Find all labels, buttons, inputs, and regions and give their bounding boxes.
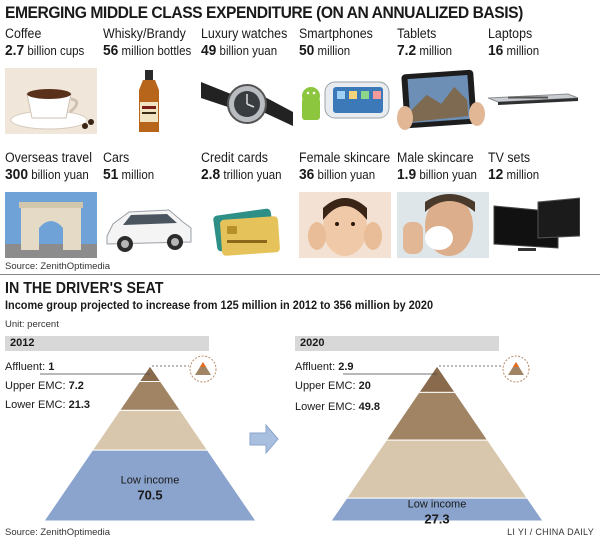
pyramid-segment-upper-emc — [118, 381, 182, 411]
coffee-cup-icon — [5, 68, 97, 134]
item-name: Whisky/Brandy — [103, 26, 186, 41]
subtitle: Income group projected to increase from … — [5, 300, 434, 312]
whisky-bottle-icon — [139, 70, 159, 132]
credit-card-icon — [213, 208, 280, 256]
low-income-label: Low income — [121, 475, 180, 487]
smartphone-icon — [302, 81, 390, 120]
item-amount: 2.8 trillion yuan — [201, 166, 282, 183]
item-name: TV sets — [488, 150, 531, 165]
item-overseas-travel: Overseas travel 300 billion yuan — [5, 150, 102, 272]
pyramid-segment-low-income — [43, 449, 257, 522]
badge-tip — [513, 362, 519, 367]
item-amount: 300 billion yuan — [5, 166, 89, 183]
watch-icon — [201, 82, 293, 126]
item-cars: Cars 51 million — [103, 150, 200, 272]
item-coffee: Coffee 2.7 billion cups — [5, 26, 102, 148]
right-arrow-icon — [249, 423, 279, 455]
item-amount: 7.2 million — [397, 42, 452, 59]
label-2020-affluent: Affluent: 2.9 — [295, 361, 354, 373]
item-laptops: Laptops 16 million — [488, 26, 585, 148]
item-name: Coffee — [5, 26, 42, 41]
laptop-icon — [488, 93, 579, 105]
female-face-icon — [299, 192, 391, 258]
item-smartphones: Smartphones 50 million — [299, 26, 396, 148]
item-name: Female skincare — [299, 150, 391, 165]
item-amount: 12 million — [488, 166, 540, 183]
label-2020-upper: Upper EMC: 20 — [295, 380, 371, 392]
label-2012-upper: Upper EMC: 7.2 — [5, 380, 84, 392]
credit: LI YI / CHINA DAILY — [507, 527, 594, 537]
item-whisky: Whisky/Brandy 56 million bottles — [103, 26, 200, 148]
item-name: Overseas travel — [5, 150, 92, 165]
pyramid-segment-lower-emc — [345, 439, 529, 499]
section-title: IN THE DRIVER'S SEAT — [5, 280, 164, 297]
year-bar-2012 — [5, 336, 209, 351]
item-female-skincare: Female skincare 36 billion yuan — [299, 150, 396, 272]
tv-icon — [493, 197, 580, 251]
year-label-2012: 2012 — [10, 337, 35, 349]
male-face-icon — [397, 192, 489, 258]
source-note-bottom: Source: ZenithOptimedia — [5, 527, 111, 538]
item-watches: Luxury watches 49 billion yuan — [201, 26, 298, 148]
item-name: Tablets — [397, 26, 437, 41]
pyramid-segment-lower-emc — [91, 409, 209, 451]
item-name: Credit cards — [201, 150, 268, 165]
low-income-value: 70.5 — [137, 488, 162, 503]
item-amount: 56 million bottles — [103, 42, 192, 59]
low-income-value: 27.3 — [424, 512, 449, 527]
arc-de-triomphe-icon — [5, 192, 97, 258]
year-bar-2020 — [295, 336, 499, 351]
pyramid-segment-upper-emc — [385, 391, 489, 441]
item-amount: 1.9 billion yuan — [397, 166, 477, 183]
item-tv-sets: TV sets 12 million — [488, 150, 585, 272]
item-name: Cars — [103, 150, 130, 165]
badge-pyramid-icon — [195, 362, 211, 375]
badge-pyramid-icon — [508, 362, 524, 375]
unit-note: Unit: percent — [5, 319, 59, 330]
label-2012-affluent: Affluent: 1 — [5, 361, 55, 373]
item-amount: 16 million — [488, 42, 540, 59]
item-name: Smartphones — [299, 26, 373, 41]
badge-tip — [200, 362, 206, 367]
item-name: Luxury watches — [201, 26, 288, 41]
item-male-skincare: Male skincare 1.9 billion yuan — [397, 150, 494, 272]
item-amount: 2.7 billion cups — [5, 42, 85, 59]
item-name: Laptops — [488, 26, 533, 41]
item-amount: 51 million — [103, 166, 155, 183]
source-note: Source: ZenithOptimedia — [5, 261, 111, 272]
item-amount: 36 billion yuan — [299, 166, 376, 183]
label-2012-lower: Lower EMC: 21.3 — [5, 399, 91, 411]
tablet-icon — [397, 69, 485, 130]
item-credit-cards: Credit cards 2.8 trillion yuan — [201, 150, 298, 272]
item-name: Male skincare — [397, 150, 474, 165]
low-income-label: Low income — [408, 499, 467, 511]
section-divider — [0, 274, 600, 275]
car-icon — [106, 209, 192, 252]
item-amount: 49 billion yuan — [201, 42, 278, 59]
page-title: EMERGING MIDDLE CLASS EXPENDITURE (ON AN… — [5, 3, 523, 22]
item-amount: 50 million — [299, 42, 351, 59]
pyramid-segment-low-income — [330, 497, 544, 522]
pyramid-segment-affluent — [418, 365, 456, 393]
item-tablets: Tablets 7.2 million — [397, 26, 494, 148]
label-2020-lower: Lower EMC: 49.8 — [295, 401, 381, 413]
year-label-2020: 2020 — [300, 337, 325, 349]
